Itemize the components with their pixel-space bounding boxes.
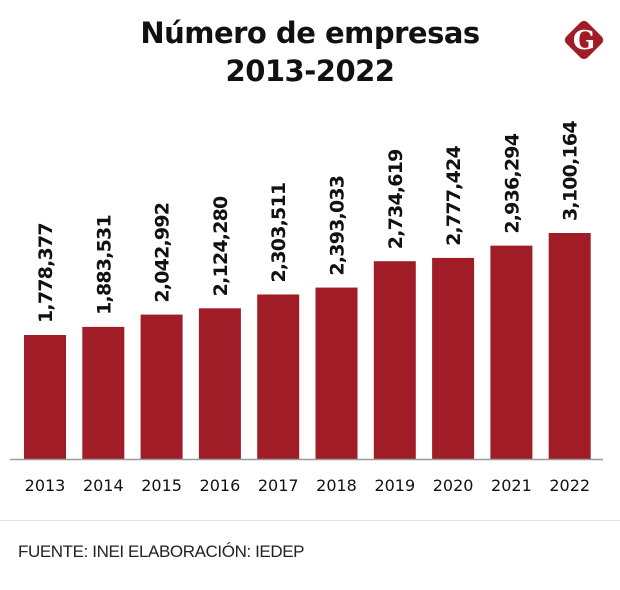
bars-group	[24, 233, 591, 459]
value-label-2015: 2,042,992	[152, 203, 174, 303]
value-label-2020: 2,777,424	[443, 146, 465, 246]
x-tick-label-2021: 2021	[491, 476, 532, 495]
value-label-2014: 1,883,531	[93, 215, 115, 315]
bar-2013	[24, 335, 66, 459]
bar-2018	[315, 287, 358, 459]
value-label-2022: 3,100,164	[560, 121, 582, 221]
bar-2014	[82, 326, 125, 459]
x-tick-label-2018: 2018	[316, 476, 357, 495]
bar-2020	[432, 257, 475, 459]
bar-2015	[140, 314, 183, 459]
value-label-2021: 2,936,294	[501, 133, 523, 233]
logo-diamond	[564, 20, 604, 60]
x-tick-label-2014: 2014	[83, 476, 124, 495]
x-tick-label-2020: 2020	[433, 476, 474, 495]
chart-title-line1: Número de empresas	[140, 16, 480, 50]
value-label-2013: 1,778,377	[35, 223, 57, 323]
chart-title: Número de empresas 2013-2022	[0, 14, 620, 90]
value-labels-group: 1,778,377 1,883,531 2,042,992 2,124,280 2,30…	[35, 121, 582, 323]
bar-2016	[198, 308, 241, 459]
x-tick-label-2015: 2015	[141, 476, 182, 495]
bar-2017	[257, 294, 300, 459]
bar-2021	[490, 245, 533, 459]
bar-chart: 1,778,377 1,883,531 2,042,992 2,124,280 2,30…	[10, 121, 603, 495]
brand-logo: G	[564, 20, 604, 60]
bar-2019	[373, 261, 416, 459]
value-label-2018: 2,393,033	[327, 176, 349, 276]
x-tick-label-2022: 2022	[549, 476, 590, 495]
value-label-2019: 2,734,619	[385, 149, 407, 249]
logo-letter: G	[573, 26, 595, 56]
bar-2022	[548, 233, 591, 459]
footer-divider	[0, 520, 620, 521]
source-note: FUENTE: INEI ELABORACIÓN: IEDEP	[18, 542, 305, 561]
chart-title-line2: 2013-2022	[225, 54, 395, 88]
value-label-2016: 2,124,280	[210, 196, 232, 296]
value-label-2017: 2,303,511	[268, 183, 290, 283]
x-tick-label-2016: 2016	[200, 476, 241, 495]
x-tick-label-2019: 2019	[374, 476, 415, 495]
x-tick-label-2013: 2013	[25, 476, 66, 495]
x-tick-labels-group: 2013 2014 2015 2016 2017 2018 2019 2020 2021 2022	[25, 476, 590, 495]
x-tick-label-2017: 2017	[258, 476, 299, 495]
